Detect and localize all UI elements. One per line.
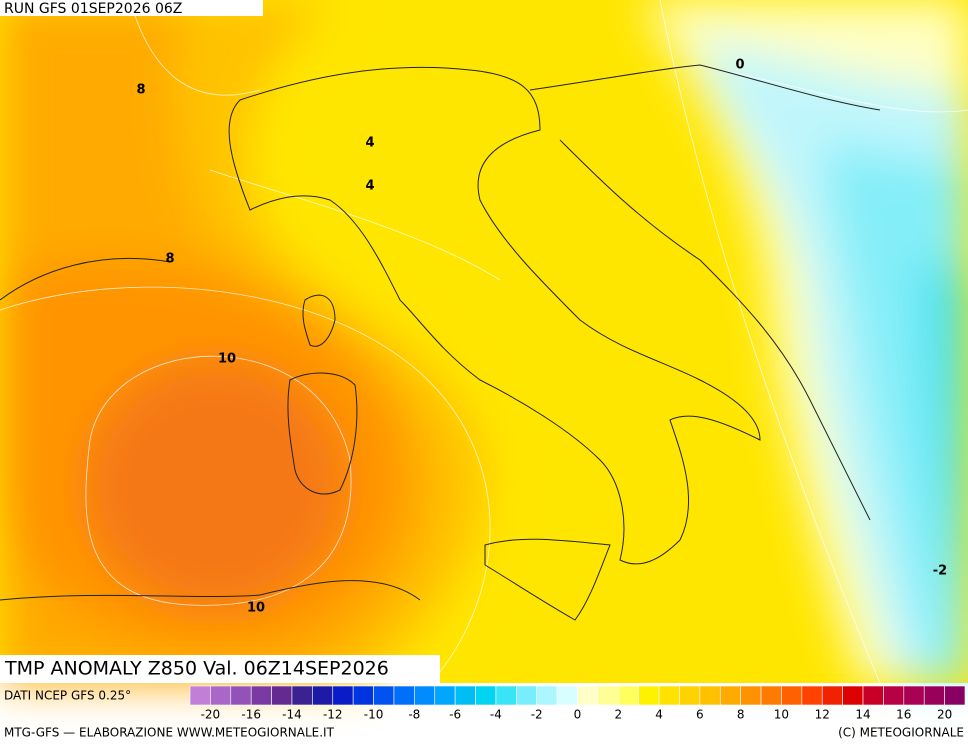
footer-left: MTG-GFS — ELABORAZIONE WWW.METEOGIORNALE… — [4, 726, 335, 740]
header-box — [0, 0, 263, 16]
contour-label: 0 — [735, 58, 744, 73]
legend-swatch — [556, 685, 578, 706]
legend-swatch — [210, 685, 232, 706]
legend-tick-label: -10 — [364, 708, 384, 722]
legend-tick-label: -4 — [490, 708, 502, 722]
legend-tick-label: 16 — [896, 708, 911, 722]
legend-swatch — [883, 685, 905, 706]
legend-swatch — [862, 685, 884, 706]
contour-label: 8 — [136, 83, 145, 98]
legend-tick-label: -8 — [408, 708, 420, 722]
legend-swatch — [536, 685, 558, 706]
legend-tick-label: 12 — [815, 708, 830, 722]
legend-swatch — [516, 685, 538, 706]
legend-swatch — [699, 685, 721, 706]
contour-label: 10 — [247, 601, 265, 616]
legend-swatch — [658, 685, 680, 706]
legend-tick-label: -14 — [282, 708, 302, 722]
legend-tick-label: -2 — [531, 708, 543, 722]
contour-label: 10 — [218, 352, 236, 367]
legend-swatch — [903, 685, 925, 706]
legend-swatch — [454, 685, 476, 706]
legend-swatch — [495, 685, 517, 706]
title-box — [0, 655, 440, 683]
contour-label: -2 — [933, 564, 947, 579]
legend-tick-label: -16 — [241, 708, 261, 722]
map-title: TMP ANOMALY Z850 Val. 06Z14SEP2026 — [4, 658, 389, 680]
legend-swatch — [393, 685, 415, 706]
legend-swatch — [271, 685, 293, 706]
legend-swatch — [434, 685, 456, 706]
legend-swatch — [719, 685, 741, 706]
legend-tick-label: 6 — [696, 708, 704, 722]
legend-swatch — [373, 685, 395, 706]
legend-swatch — [801, 685, 823, 706]
legend-swatch — [679, 685, 701, 706]
run-label: RUN GFS 01SEP2026 06Z — [4, 1, 182, 17]
legend-swatch — [475, 685, 497, 706]
legend-swatch — [923, 685, 945, 706]
contour-label: 4 — [365, 179, 374, 194]
legend-swatch — [577, 685, 599, 706]
legend-swatch — [291, 685, 313, 706]
footer-right: (C) METEOGIORNALE — [838, 726, 964, 740]
source-label: DATI NCEP GFS 0.25° — [4, 689, 131, 703]
legend-swatch — [821, 685, 843, 706]
legend-tick-label: 0 — [574, 708, 582, 722]
legend-swatch — [352, 685, 374, 706]
legend-tick-label: 10 — [774, 708, 789, 722]
legend-swatch — [781, 685, 803, 706]
map-field — [0, 0, 968, 684]
legend-tick-label: -6 — [449, 708, 461, 722]
contour-label: 8 — [165, 252, 174, 267]
legend-swatch — [597, 685, 619, 706]
legend-swatch — [760, 685, 782, 706]
legend-tick-label: -12 — [323, 708, 343, 722]
legend-swatch — [414, 685, 436, 706]
legend-swatch — [312, 685, 334, 706]
legend-tick-label: 4 — [655, 708, 663, 722]
legend-tick-label: 20 — [937, 708, 952, 722]
contour-label: 4 — [365, 136, 374, 151]
legend-swatch — [250, 685, 272, 706]
legend-tick-label: 2 — [614, 708, 622, 722]
legend-swatch — [842, 685, 864, 706]
legend-swatch — [944, 685, 966, 706]
legend-tick-label: -20 — [201, 708, 221, 722]
legend-tick-label: 8 — [737, 708, 745, 722]
legend-tick-label: 14 — [855, 708, 870, 722]
legend-swatch — [230, 685, 252, 706]
legend-swatch — [617, 685, 639, 706]
legend-swatch — [189, 685, 211, 706]
legend-swatch — [332, 685, 354, 706]
legend-swatch — [740, 685, 762, 706]
legend-swatch — [638, 685, 660, 706]
